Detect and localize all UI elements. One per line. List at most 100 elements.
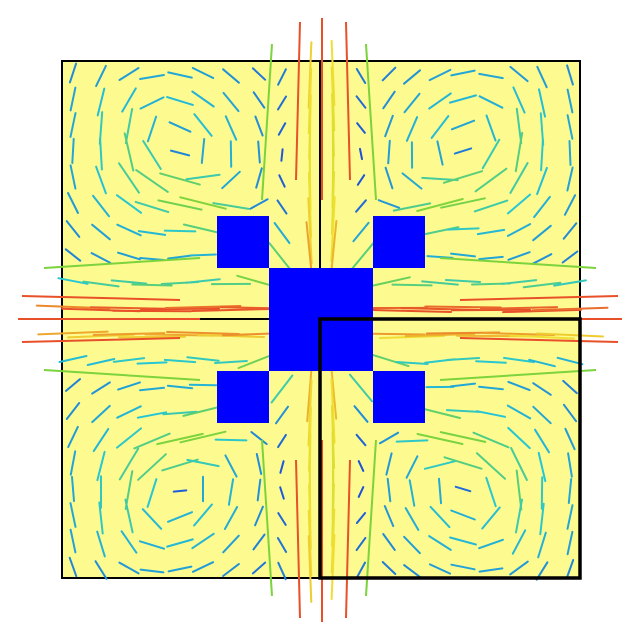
obstacle-outer-bottom-left (217, 371, 269, 423)
vector-glyph (118, 162, 140, 194)
vector-glyph (249, 198, 269, 210)
vector-glyph (252, 91, 266, 109)
vector-glyph (428, 563, 452, 575)
vector-glyph (98, 501, 104, 535)
vector-glyph (386, 477, 392, 503)
vector-glyph (553, 279, 587, 287)
vector-glyph (182, 405, 224, 417)
vector-glyph (387, 139, 391, 165)
vector-glyph (563, 194, 577, 216)
vector-glyph (82, 280, 120, 288)
vector-glyph (395, 361, 429, 365)
vector-glyph (449, 382, 477, 388)
vector-glyph (450, 252, 476, 258)
vector-glyph (193, 113, 213, 137)
vector-glyph (57, 277, 89, 285)
jet-vector-glyph (459, 337, 619, 343)
vector-glyph (214, 360, 248, 364)
vector-glyph (163, 358, 197, 364)
vector-glyph (522, 281, 562, 289)
vector-glyph (475, 360, 507, 364)
vector-glyph (567, 478, 573, 504)
vector-glyph (330, 533, 336, 601)
vector-glyph (91, 404, 111, 424)
vector-glyph (91, 223, 111, 241)
vector-glyph (71, 475, 75, 503)
vector-glyph (167, 565, 193, 573)
vector-glyph (443, 456, 483, 470)
vector-glyph (537, 451, 547, 483)
vector-glyph (472, 431, 510, 449)
vector-glyph (69, 528, 77, 554)
vector-glyph (428, 92, 452, 110)
vector-glyph (419, 407, 461, 419)
vector-glyph (172, 489, 188, 493)
vector-glyph (561, 250, 579, 264)
vector-glyph (276, 199, 288, 215)
vector-glyph (478, 95, 504, 109)
vector-glyph (65, 378, 81, 392)
obstacle-outer-top-left (217, 216, 269, 268)
jet-vector-glyph (439, 257, 597, 269)
vector-glyph (408, 479, 416, 507)
vector-glyph (159, 172, 201, 186)
vector-glyph (168, 121, 192, 133)
vector-glyph (450, 509, 476, 521)
vector-glyph (330, 196, 336, 262)
vector-glyph (485, 476, 497, 508)
jet-vector-glyph (43, 257, 201, 269)
vector-glyph (224, 115, 238, 141)
jet-vector-glyph (345, 459, 351, 619)
vector-glyph (212, 202, 250, 210)
vector-glyph (200, 138, 206, 164)
vector-glyph (377, 199, 401, 209)
vector-glyph (167, 511, 193, 523)
vector-glyph (69, 164, 77, 190)
vector-glyph (96, 87, 106, 117)
vector-glyph (117, 381, 141, 391)
vector-glyph (112, 357, 146, 363)
vector-glyph (403, 69, 421, 85)
vector-glyph (162, 410, 198, 416)
vector-glyph (166, 538, 194, 548)
vector-glyph (438, 477, 442, 505)
vector-glyph (514, 131, 524, 173)
vector-glyph (146, 115, 158, 143)
vector-glyph (378, 334, 446, 340)
vector-glyph (166, 384, 194, 390)
vector-glyph (565, 559, 575, 579)
vector-glyph (349, 373, 373, 403)
vector-glyph (191, 90, 215, 108)
vector-glyph (381, 66, 397, 82)
vector-glyph (478, 567, 504, 573)
vector-glyph (511, 529, 527, 555)
vector-glyph (124, 498, 134, 534)
vector-glyph (507, 193, 531, 215)
vector-glyph (478, 255, 504, 261)
vector-glyph (255, 453, 263, 475)
vector-glyph (134, 200, 170, 214)
vector-glyph (115, 194, 143, 214)
vector-glyph (116, 427, 142, 449)
obstacle-inner-top-right (320, 268, 373, 319)
vector-glyph (146, 478, 158, 508)
vector-glyph (68, 556, 78, 578)
vector-glyph (485, 114, 497, 142)
vector-glyph (355, 512, 367, 524)
vector-glyph (528, 358, 556, 368)
vector-glyph (86, 358, 116, 366)
vector-glyph (163, 229, 197, 233)
vector-glyph (90, 252, 112, 264)
vector-glyph (191, 308, 271, 312)
vector-glyph (257, 140, 261, 164)
vector-glyph (502, 308, 582, 314)
vector-glyph (139, 568, 165, 574)
vector-glyph (383, 505, 395, 527)
vector-glyph (251, 561, 267, 575)
vector-glyph (450, 563, 476, 571)
vector-glyph (167, 71, 193, 79)
vector-glyph (416, 433, 464, 445)
vector-glyph (117, 251, 141, 261)
vector-glyph (509, 162, 529, 194)
vector-glyph (222, 534, 240, 554)
